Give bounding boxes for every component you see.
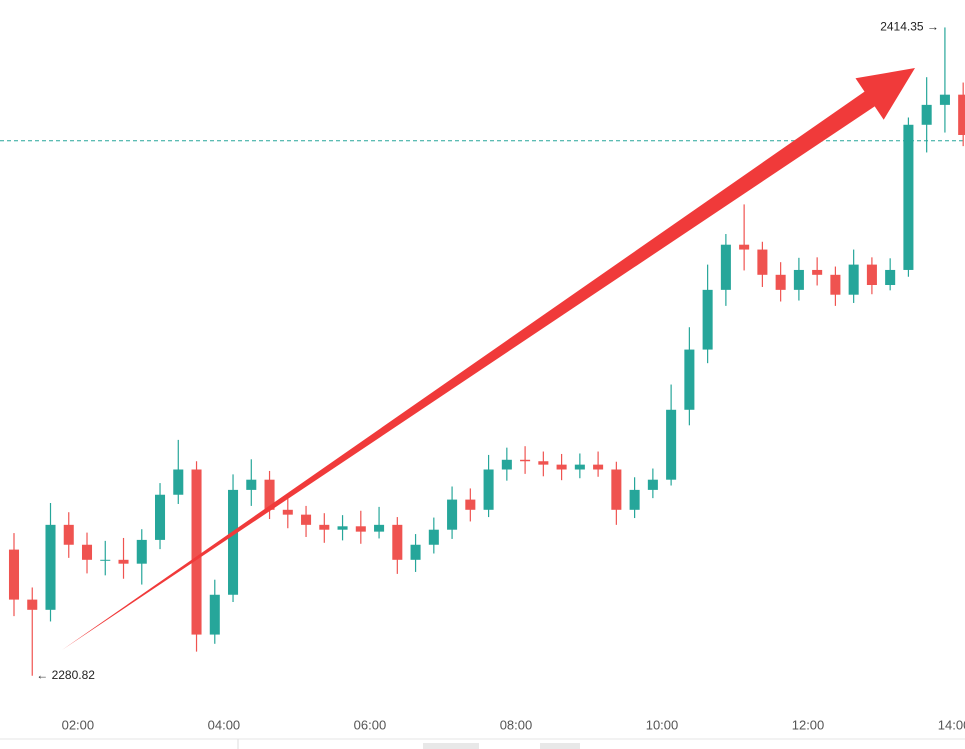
candle-body (757, 249, 768, 275)
candle-body (447, 499, 458, 530)
candle-body (228, 489, 239, 595)
x-tick-label: 02:00 (62, 717, 95, 732)
candle-body (81, 544, 93, 560)
scroll-handle[interactable] (540, 743, 580, 749)
candle-body (465, 499, 476, 510)
candle-body (209, 594, 220, 635)
x-tick-label: 12:00 (792, 717, 825, 732)
candle-body (100, 559, 111, 561)
candle-body (939, 94, 950, 105)
candle-body (775, 274, 786, 290)
candle-body (574, 464, 585, 470)
scroll-handle[interactable] (423, 743, 479, 749)
candle-body (483, 469, 494, 510)
candle-body (337, 526, 348, 530)
candle-body (8, 549, 20, 600)
x-tick-label: 08:00 (500, 717, 533, 732)
plot: 02:00 04:00 06:00 08:00 10:00 12:00 14:00 2414.… (0, 20, 965, 732)
candle-body (903, 124, 914, 270)
candle-body (684, 349, 695, 410)
candle-body (556, 464, 567, 470)
candle-body (629, 489, 640, 510)
candle-body (739, 244, 750, 250)
candle-body (392, 524, 403, 560)
candle-body (520, 459, 531, 462)
candle-body (428, 529, 439, 545)
extreme-label: ← 2280.82 (36, 668, 95, 682)
candle-body (921, 104, 932, 125)
candle-body (958, 94, 965, 135)
x-tick-label: 06:00 (354, 717, 387, 732)
candle-body (702, 289, 713, 350)
candle-body (611, 469, 622, 510)
candle-body (848, 264, 859, 295)
candle-body (319, 524, 330, 530)
candle-body (246, 479, 257, 490)
candle-body (191, 469, 202, 635)
x-tick-label: 10:00 (646, 717, 679, 732)
candle-body (282, 509, 293, 515)
candle-body (45, 524, 56, 610)
candle-body (155, 494, 166, 540)
candle-body (118, 559, 129, 564)
candle-body (812, 269, 823, 275)
candle-body (301, 514, 312, 525)
candle-body (264, 479, 275, 510)
candle-body (647, 479, 658, 490)
candle-body (63, 524, 74, 545)
candle-body (374, 524, 385, 532)
x-tick-label: 04:00 (208, 717, 241, 732)
candle-body (538, 461, 549, 465)
candle-body (136, 539, 147, 564)
trend-arrow (62, 68, 915, 650)
candle-body (355, 526, 366, 532)
candle-body (593, 464, 604, 470)
candle-body (720, 244, 731, 290)
candle-body (27, 599, 38, 610)
candle-body (866, 264, 877, 285)
candle-body (173, 469, 184, 495)
candle-body (410, 544, 421, 560)
extreme-label: 2414.35 → (880, 20, 939, 34)
candle-body (501, 459, 512, 470)
x-tick-label: 14:00 (938, 717, 965, 732)
candle-body (666, 409, 677, 480)
candle-body (830, 274, 841, 295)
candle-body (885, 269, 896, 285)
candle-body (793, 269, 804, 290)
